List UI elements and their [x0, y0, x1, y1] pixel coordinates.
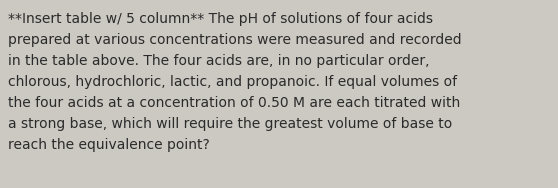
Text: **Insert table w/ 5 column** The pH of solutions of four acids: **Insert table w/ 5 column** The pH of s… — [8, 12, 433, 26]
Text: the four acids at a concentration of 0.50 M are each titrated with: the four acids at a concentration of 0.5… — [8, 96, 460, 110]
Text: chlorous, hydrochloric, lactic, and propanoic. If equal volumes of: chlorous, hydrochloric, lactic, and prop… — [8, 75, 457, 89]
Text: a strong base, which will require the greatest volume of base to: a strong base, which will require the gr… — [8, 117, 452, 131]
Text: in the table above. The four acids are, in no particular order,: in the table above. The four acids are, … — [8, 54, 430, 68]
Text: reach the equivalence point?: reach the equivalence point? — [8, 138, 210, 152]
Text: prepared at various concentrations were measured and recorded: prepared at various concentrations were … — [8, 33, 461, 47]
